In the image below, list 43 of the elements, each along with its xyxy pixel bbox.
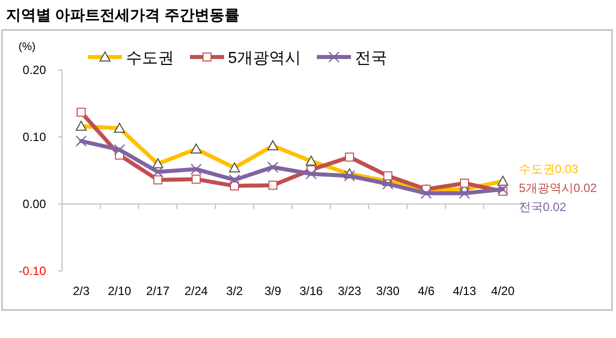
point	[458, 188, 470, 199]
point	[345, 152, 354, 162]
legend-label: 전국	[354, 50, 387, 67]
point	[268, 180, 278, 190]
x-tick-label: 4/6	[418, 284, 435, 298]
x-tick-label: 2/17	[146, 284, 170, 298]
point	[114, 144, 126, 156]
x-tick-label: 3/2	[226, 284, 244, 298]
y-tick-label: 0.10	[22, 130, 46, 144]
legend-label: 5개광역시	[228, 50, 301, 67]
x-tick-label: 3/23	[338, 284, 362, 298]
x-tick-label: 4/13	[452, 284, 476, 298]
legend-label: 수도권	[126, 50, 174, 67]
point	[306, 168, 317, 180]
y-tick-label: 0.00	[22, 197, 46, 211]
point	[152, 166, 164, 178]
point	[344, 170, 356, 182]
x-tick-label: 4/20	[491, 284, 515, 298]
point	[382, 178, 394, 190]
annotation: 5개광역시0.02	[518, 181, 598, 196]
y-tick-label: 0.20	[22, 63, 46, 77]
point	[460, 178, 469, 188]
point	[76, 135, 87, 147]
y-tick-label: -0.10	[18, 264, 46, 278]
x-tick-label: 3/30	[376, 284, 400, 298]
point	[228, 174, 240, 186]
point	[153, 175, 162, 184]
point	[76, 108, 86, 117]
x-tick-label: 3/16	[299, 284, 324, 298]
point	[190, 164, 202, 175]
x-tick-label: 2/10	[108, 284, 132, 298]
x-tick-label: 2/24	[184, 284, 208, 298]
x-tick-label: 2/3	[72, 284, 90, 298]
point	[420, 188, 432, 199]
point	[192, 174, 201, 184]
point	[383, 171, 392, 180]
annotation: 전국0.02	[518, 200, 567, 214]
x-tick-label: 3/9	[264, 284, 282, 298]
y-axis-title: (%)	[18, 41, 36, 53]
annotation: 수도권0.03	[518, 162, 579, 176]
point	[497, 184, 508, 195]
chart-title: 지역별 아파트전세가격 주간변동률	[6, 7, 240, 24]
point	[267, 162, 278, 173]
